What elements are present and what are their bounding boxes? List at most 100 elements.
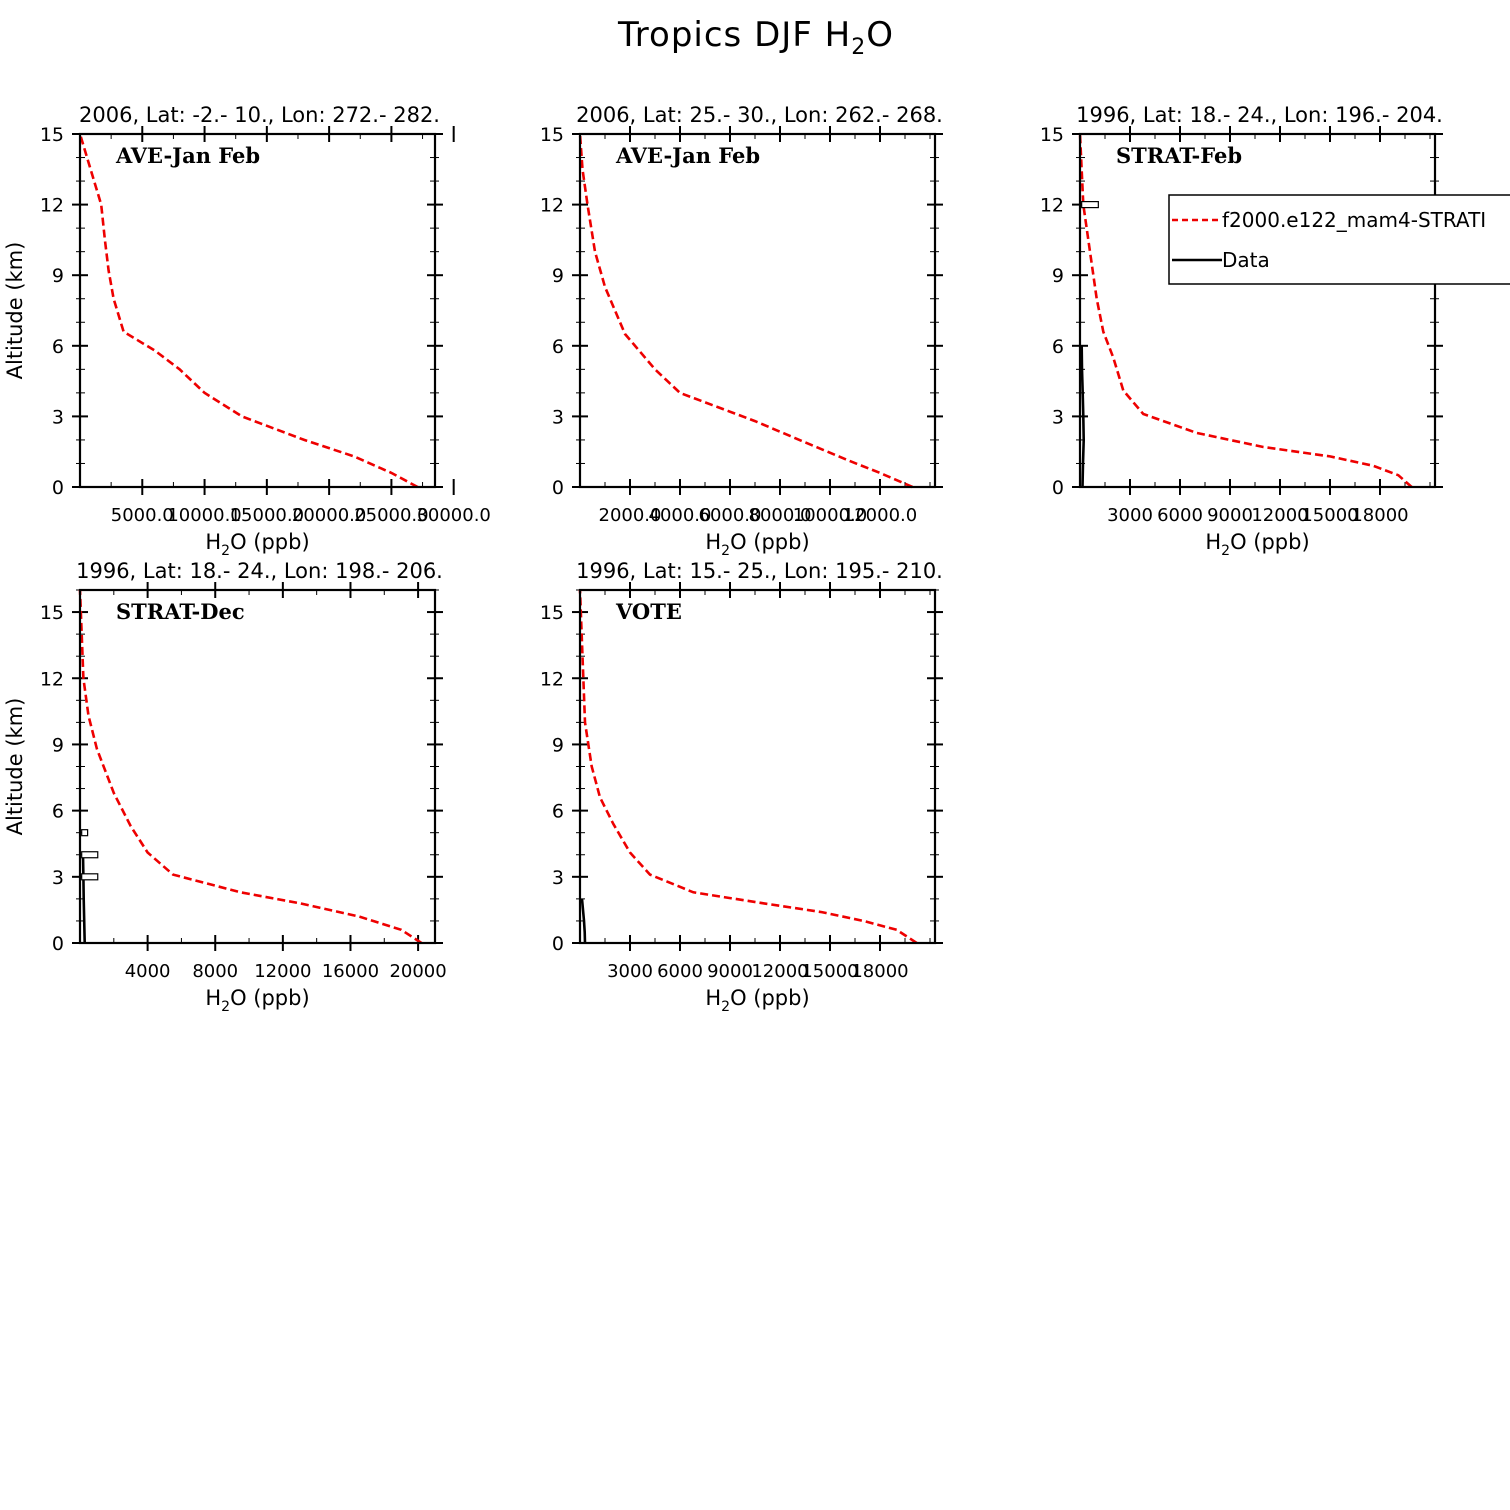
x-tick-label: 12000 xyxy=(751,961,808,982)
x-tick-label: 15000 xyxy=(801,961,858,982)
legend-box xyxy=(1168,194,1510,285)
obs-range-bar xyxy=(81,829,89,837)
x-axis-label-subscript: 2 xyxy=(221,999,230,1015)
x-axis-label-tail: O (ppb) xyxy=(230,986,310,1010)
y-tick-label: 6 xyxy=(1052,336,1064,358)
y-tick-label: 15 xyxy=(540,124,564,146)
panel-title: 1996, Lat: 15.- 25., Lon: 195.- 210. xyxy=(576,559,943,583)
figure-title: Tropics DJF H2O xyxy=(617,15,894,60)
x-axis-label-subscript: 2 xyxy=(221,543,230,559)
y-tick-label: 3 xyxy=(1052,406,1064,428)
x-axis-label: H2O (ppb) xyxy=(705,530,809,559)
x-axis-label-tail: O (ppb) xyxy=(230,530,310,554)
plot-frame xyxy=(1078,132,1437,489)
legend-data-label: Data xyxy=(1222,248,1270,272)
x-tick-label: 4000.0 xyxy=(649,505,712,526)
x-axis-label: H2O (ppb) xyxy=(205,530,309,559)
panel-annotation: STRAT-Feb xyxy=(1116,143,1242,168)
x-tick-label: 12000.0 xyxy=(843,505,917,526)
y-axis-label: Altitude (km) xyxy=(3,698,27,836)
x-tick-label: 20000.0 xyxy=(292,505,366,526)
y-tick-label: 15 xyxy=(40,124,64,146)
plot-frame xyxy=(78,132,437,489)
panel-2: 0 3 6 9 12 15 2000.04000.06000.08000.010000.01… xyxy=(540,103,943,559)
x-axis-label-tail: O (ppb) xyxy=(1230,530,1310,554)
x-tick-label: 6000 xyxy=(1157,505,1203,526)
y-tick-label: 9 xyxy=(552,734,564,756)
data-line xyxy=(81,854,86,944)
x-tick-label: 9000 xyxy=(1207,505,1253,526)
x-tick-label: 3000 xyxy=(607,961,653,982)
x-tick-label: 8000.0 xyxy=(749,505,812,526)
model-line xyxy=(1078,133,1413,488)
y-tick-label: 12 xyxy=(540,668,564,690)
panel-title: 2006, Lat: -2.- 10., Lon: 272.- 282. xyxy=(79,103,440,127)
y-tick-label: 3 xyxy=(552,867,564,889)
panel-1: 0 3 6 9 12 15 5000.010000.015000.020000.025000… xyxy=(3,103,491,559)
data-line xyxy=(1080,345,1086,488)
obs-range-bar xyxy=(81,851,99,859)
y-tick-label: 9 xyxy=(552,265,564,287)
y-tick-label: 6 xyxy=(52,336,64,358)
x-axis-label-tail: O (ppb) xyxy=(730,530,810,554)
panel-annotation: STRAT-Dec xyxy=(116,599,245,624)
y-tick-label: 6 xyxy=(552,801,564,823)
x-axis-label-subscript: 2 xyxy=(721,543,730,559)
x-tick-label: 3000 xyxy=(1107,505,1153,526)
x-axis-label-main: H xyxy=(705,530,721,554)
y-tick-label: 3 xyxy=(552,406,564,428)
x-axis-label-main: H xyxy=(205,986,221,1010)
x-tick-label: 18000 xyxy=(851,961,908,982)
panel-4: 0 3 6 9 12 15 4000 8000 12000 16000 20000 1996, Lat… xyxy=(3,559,447,1015)
x-tick-label: 12000 xyxy=(254,961,311,982)
y-tick-label: 15 xyxy=(540,602,564,624)
data-line xyxy=(580,898,587,944)
y-tick-label: 6 xyxy=(52,801,64,823)
figure-title-main: Tropics DJF H xyxy=(617,15,851,55)
y-tick-label: 9 xyxy=(52,734,64,756)
y-tick-label: 9 xyxy=(1052,265,1064,287)
y-tick-label: 0 xyxy=(52,477,64,499)
legend: f2000.e122_mam4-STRATI Data xyxy=(1168,194,1510,285)
x-tick-label: 8000 xyxy=(192,961,238,982)
obs-range-bar xyxy=(1081,201,1099,209)
x-tick-label: 15000 xyxy=(1301,505,1358,526)
panel-annotation: AVE-Jan Feb xyxy=(115,143,260,168)
y-tick-label: 0 xyxy=(552,477,564,499)
panel-title: 1996, Lat: 18.- 24., Lon: 196.- 204. xyxy=(1076,103,1443,127)
panels-group: 036912155000.010000.015000.020000.025000… xyxy=(3,103,1443,1015)
panel-title: 1996, Lat: 18.- 24., Lon: 198.- 206. xyxy=(76,559,443,583)
y-tick-label: 15 xyxy=(40,602,64,624)
plot-frame xyxy=(78,588,437,945)
panel-annotation: VOTE xyxy=(615,599,682,624)
x-tick-label: 15000.0 xyxy=(230,505,304,526)
y-tick-label: 0 xyxy=(1052,477,1064,499)
model-line xyxy=(78,589,423,945)
y-tick-label: 9 xyxy=(52,265,64,287)
svg-text:Tropics DJF H2O: Tropics DJF H2O xyxy=(617,15,894,60)
x-tick-label: 16000 xyxy=(322,961,379,982)
figure-title-subscript: 2 xyxy=(851,35,866,60)
x-tick-label: 9000 xyxy=(707,961,753,982)
x-tick-label: 2000.0 xyxy=(599,505,662,526)
y-tick-label: 12 xyxy=(40,195,64,217)
plot-frame xyxy=(578,132,937,489)
y-tick-label: 0 xyxy=(552,933,564,955)
x-tick-label: 30000.0 xyxy=(416,505,490,526)
y-axis-label: Altitude (km) xyxy=(3,242,27,380)
panel-annotation: AVE-Jan Feb xyxy=(615,143,760,168)
x-axis-label-tail: O (ppb) xyxy=(730,986,810,1010)
obs-range-bar xyxy=(81,873,99,881)
y-tick-label: 12 xyxy=(1040,195,1064,217)
x-tick-label: 12000 xyxy=(1251,505,1308,526)
legend-model-label: f2000.e122_mam4-STRATI xyxy=(1222,208,1486,232)
y-tick-label: 3 xyxy=(52,867,64,889)
y-tick-label: 6 xyxy=(552,336,564,358)
x-axis-label: H2O (ppb) xyxy=(205,986,309,1015)
x-axis-label: H2O (ppb) xyxy=(1205,530,1309,559)
x-axis-label-main: H xyxy=(1205,530,1221,554)
y-tick-label: 12 xyxy=(540,195,564,217)
model-line xyxy=(578,133,914,489)
